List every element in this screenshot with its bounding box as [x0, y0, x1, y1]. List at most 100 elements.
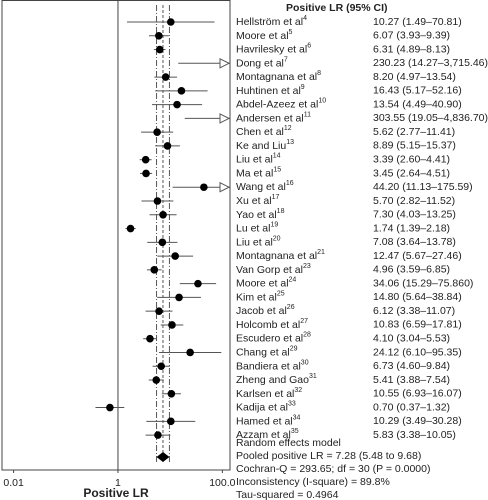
- study-label: Yao et al18: [236, 208, 285, 221]
- study-label: Huhtinen et al9: [236, 84, 305, 97]
- value-label: 3.45 (2.64–4.51): [373, 167, 450, 179]
- value-label: 0.70 (0.37–1.32): [373, 401, 450, 413]
- point-estimate: [142, 169, 150, 178]
- study-ref: 32: [294, 387, 302, 394]
- plot-area: [95, 0, 230, 470]
- study-name: Azzam et al: [236, 429, 291, 441]
- study-name: Ma et al: [236, 167, 273, 179]
- study-ref: 24: [289, 276, 297, 283]
- study-ref: 9: [301, 84, 305, 91]
- point-estimate: [194, 279, 202, 288]
- note: Random effects model: [236, 437, 341, 449]
- point-estimate: [153, 197, 162, 205]
- value-label: 5.70 (2.82–11.52): [373, 195, 455, 207]
- study-label: Liu et al14: [236, 153, 281, 166]
- study-label: Kadija et al33: [236, 400, 296, 413]
- point-estimate: [106, 403, 114, 412]
- study-label: Jacob et al26: [236, 304, 295, 317]
- study-name: Havrilesky et al: [236, 43, 307, 55]
- study-ref: 21: [317, 249, 325, 256]
- point-estimate: [141, 155, 150, 164]
- value-label: 34.06 (15.29–75.860): [373, 277, 473, 289]
- value-label: 6.12 (3.38–11.07): [373, 305, 455, 317]
- point-estimate: [171, 252, 179, 260]
- point-estimate: [155, 307, 163, 315]
- study-label: Holcomb et al27: [236, 318, 308, 331]
- value-label: 10.55 (6.93–16.07): [373, 388, 462, 400]
- study-name: Yao et al: [236, 209, 277, 221]
- value-label: 303.55 (19.05–4,836.70): [373, 112, 488, 124]
- x-tick-label: 1: [115, 477, 121, 489]
- value-label: 13.54 (4.49–40.90): [373, 98, 462, 110]
- x-tick-label: 100.0: [209, 477, 235, 489]
- point-estimate: [161, 73, 170, 81]
- study-name: Abdel-Azeez et al: [236, 98, 318, 110]
- study-ref: 23: [303, 263, 311, 270]
- study-label: Hellström et al4: [236, 15, 307, 28]
- study-name: Chang et al: [236, 346, 290, 358]
- study-ref: 35: [291, 428, 299, 435]
- point-estimate: [155, 31, 163, 40]
- value-label: 8.89 (5.15–15.37): [373, 140, 456, 152]
- study-name: Lu et al: [236, 222, 270, 234]
- study-ref: 7: [284, 56, 288, 63]
- point-estimate: [173, 100, 181, 109]
- value-label: 6.07 (3.93–9.39): [373, 30, 450, 42]
- study-label: Moore et al24: [236, 276, 296, 289]
- study-ref: 17: [272, 194, 280, 201]
- study-label: Montagnana et al8: [236, 70, 321, 83]
- study-label: Moore et al5: [236, 29, 293, 42]
- value-label: 1.74 (1.39–2.18): [373, 222, 450, 234]
- study-name: Huhtinen et al: [236, 85, 301, 97]
- study-ref: 28: [303, 332, 311, 339]
- study-name: Ke and Liu: [236, 140, 286, 152]
- study-ref: 27: [300, 318, 308, 325]
- study-ref: 6: [307, 42, 311, 49]
- study-name: Hellström et al: [236, 16, 303, 28]
- study-name: Liu et al: [236, 236, 273, 248]
- value-label: 10.27 (1.49–70.81): [373, 16, 462, 28]
- study-ref: 15: [273, 166, 281, 173]
- point-estimate: [186, 348, 194, 357]
- x-axis-label: Positive LR: [83, 486, 149, 500]
- point-estimate: [155, 45, 164, 54]
- study-label: Bandiera et al30: [236, 359, 309, 372]
- truncation-arrow: [219, 181, 231, 193]
- study-ref: 16: [286, 180, 294, 187]
- point-estimate: [157, 362, 165, 371]
- value-label: 230.23 (14.27–3,715.46): [373, 57, 488, 69]
- study-label: Wang et al16: [236, 180, 294, 193]
- value-label: 44.20 (11.13–175.59): [373, 181, 473, 193]
- value-label: 6.31 (4.89–8.13): [373, 43, 450, 55]
- study-label: Zheng and Gao31: [236, 373, 317, 386]
- value-label: 7.30 (4.03–13.25): [373, 209, 456, 221]
- study-label: Ma et al15: [236, 166, 281, 179]
- point-estimate: [150, 266, 159, 274]
- study-name: Moore et al: [236, 277, 289, 289]
- study-label: Karlsen et al32: [236, 387, 302, 400]
- study-name: Bandiera et al: [236, 360, 301, 372]
- study-label: Azzam et al35: [236, 428, 299, 441]
- study-name: Andersen et al: [236, 112, 304, 124]
- study-ref: 31: [309, 373, 317, 380]
- point-estimate: [200, 183, 208, 192]
- study-label: Van Gorp et al23: [236, 263, 311, 276]
- study-ref: 11: [304, 111, 311, 118]
- point-estimate: [163, 142, 172, 150]
- truncation-arrow: [219, 58, 231, 69]
- study-label: Chang et al29: [236, 345, 298, 358]
- study-name: Xu et al: [236, 195, 272, 207]
- study-ref: 33: [288, 400, 296, 407]
- study-ref: 4: [303, 15, 307, 22]
- column-header: Positive LR (95% CI): [286, 2, 388, 14]
- study-label: Hamed et al34: [236, 414, 301, 427]
- study-label: Abdel-Azeez et al10: [236, 97, 326, 110]
- point-estimate: [177, 87, 186, 95]
- study-name: Montagnana et al: [236, 250, 317, 262]
- study-name: Karlsen et al: [236, 388, 294, 400]
- study-ref: 29: [290, 345, 298, 352]
- study-name: Kadija et al: [236, 401, 288, 413]
- study-ref: 34: [293, 414, 301, 421]
- point-estimate: [153, 128, 161, 136]
